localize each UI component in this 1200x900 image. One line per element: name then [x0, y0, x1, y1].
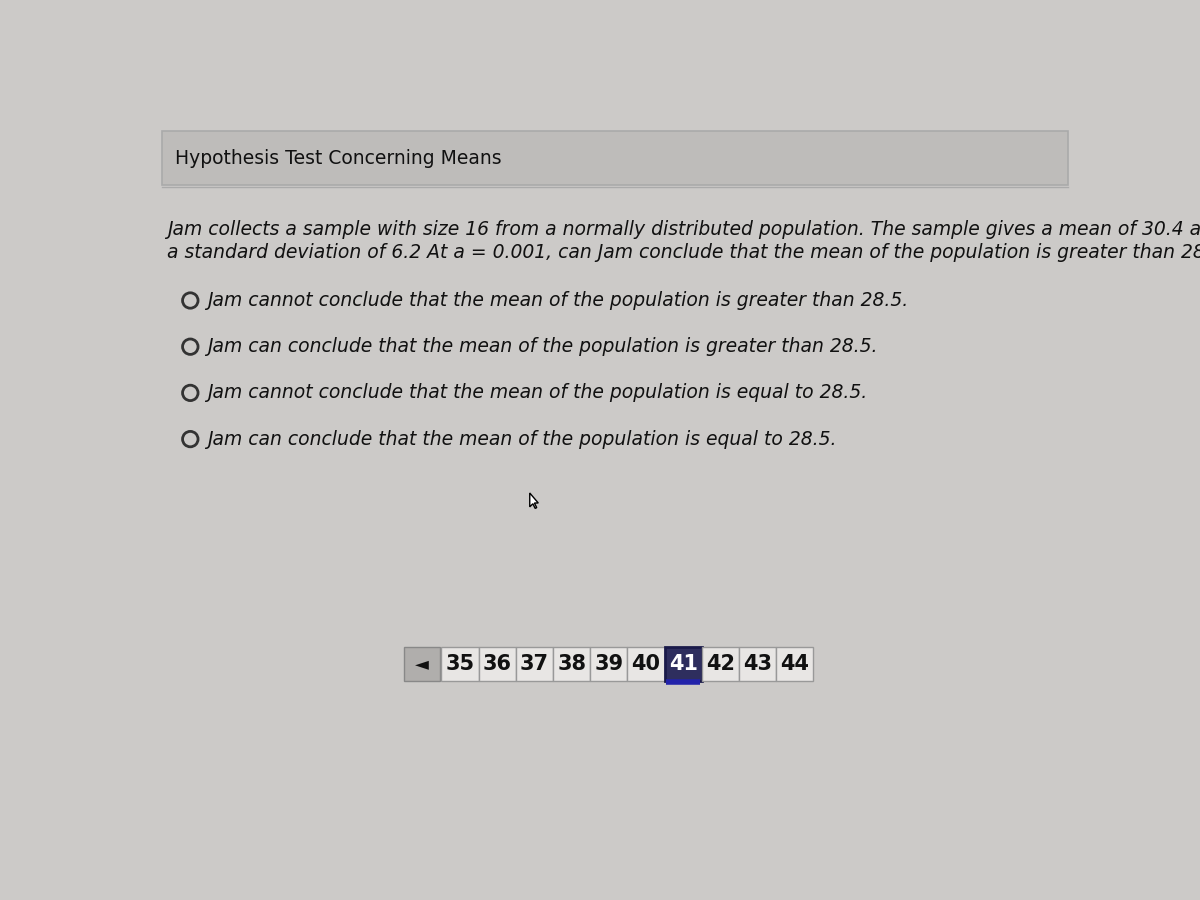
Text: Jam can conclude that the mean of the population is greater than 28.5.: Jam can conclude that the mean of the po…	[208, 338, 878, 356]
FancyBboxPatch shape	[665, 647, 702, 681]
FancyBboxPatch shape	[628, 647, 665, 681]
Text: 36: 36	[482, 654, 511, 674]
FancyBboxPatch shape	[479, 647, 516, 681]
FancyBboxPatch shape	[590, 647, 628, 681]
FancyBboxPatch shape	[739, 647, 776, 681]
Text: 41: 41	[668, 654, 697, 674]
Polygon shape	[529, 493, 539, 508]
Text: a standard deviation of 6.2 At a = 0.001, can Jam conclude that the mean of the : a standard deviation of 6.2 At a = 0.001…	[167, 243, 1200, 262]
Text: 37: 37	[520, 654, 548, 674]
Text: 42: 42	[706, 654, 734, 674]
FancyBboxPatch shape	[553, 647, 590, 681]
Text: Hypothesis Test Concerning Means: Hypothesis Test Concerning Means	[175, 148, 502, 167]
Text: 39: 39	[594, 654, 623, 674]
FancyBboxPatch shape	[776, 647, 814, 681]
FancyBboxPatch shape	[516, 647, 553, 681]
Text: 40: 40	[631, 654, 660, 674]
Text: ◄: ◄	[415, 655, 428, 673]
Text: Jam can conclude that the mean of the population is equal to 28.5.: Jam can conclude that the mean of the po…	[208, 429, 836, 448]
Text: 38: 38	[557, 654, 586, 674]
Text: 44: 44	[780, 654, 809, 674]
FancyBboxPatch shape	[702, 647, 739, 681]
FancyBboxPatch shape	[404, 647, 440, 681]
Text: 35: 35	[445, 654, 474, 674]
FancyBboxPatch shape	[162, 131, 1068, 185]
Text: Jam cannot conclude that the mean of the population is equal to 28.5.: Jam cannot conclude that the mean of the…	[208, 383, 868, 402]
Text: Jam collects a sample with size 16 from a normally distributed population. The s: Jam collects a sample with size 16 from …	[167, 220, 1200, 238]
FancyBboxPatch shape	[442, 647, 479, 681]
Text: Jam cannot conclude that the mean of the population is greater than 28.5.: Jam cannot conclude that the mean of the…	[208, 291, 908, 310]
Text: 43: 43	[743, 654, 772, 674]
